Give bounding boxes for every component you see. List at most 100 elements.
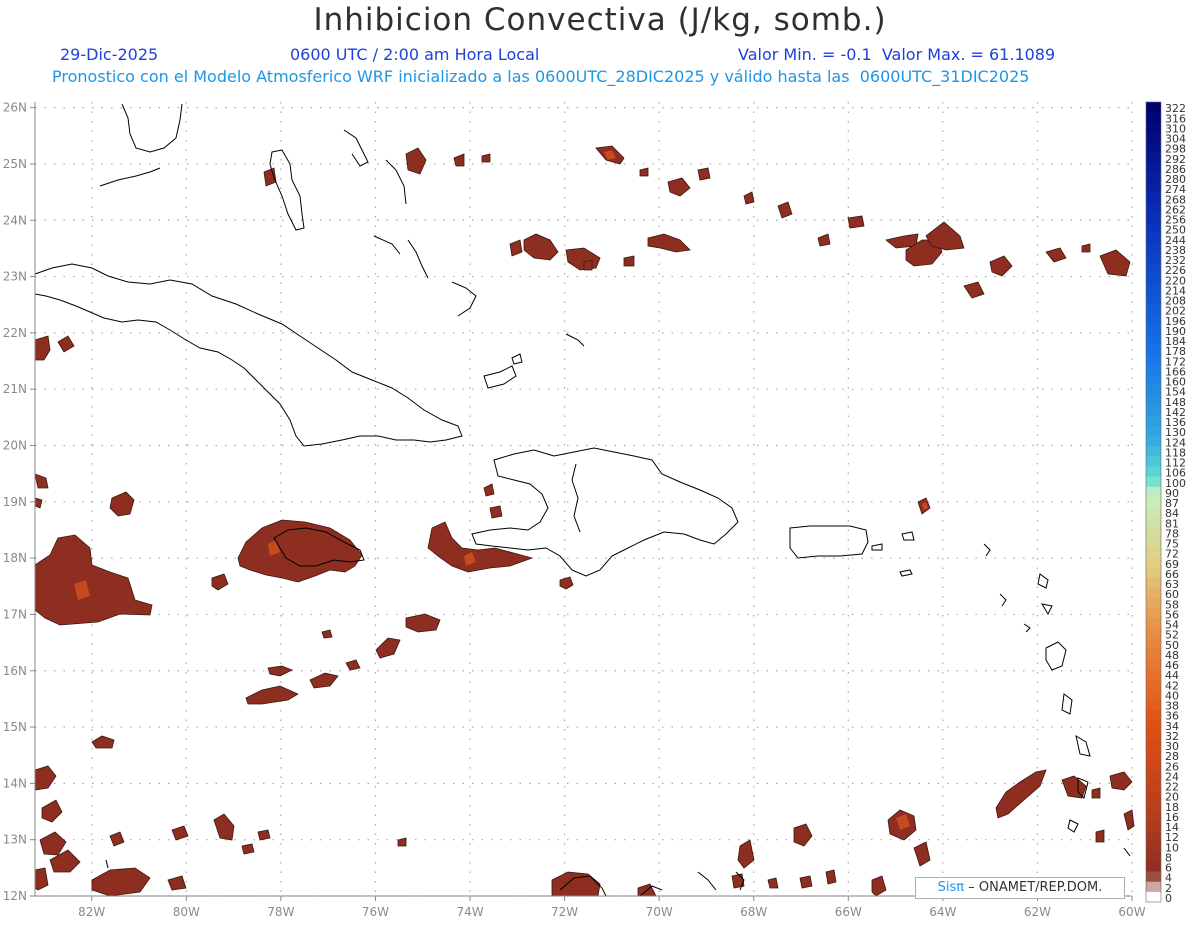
colorbar-swatch xyxy=(1146,810,1161,822)
colorbar-swatch xyxy=(1146,588,1161,599)
longitude-labels: 82W 80W 78W 76W 74W 72W 70W 68W 66W 64W 62W 60W xyxy=(78,896,1146,919)
colorbar-label: 87 xyxy=(1165,497,1179,510)
colorbar-label: 256 xyxy=(1165,214,1186,227)
lon-tick-label: 82W xyxy=(78,905,105,919)
colorbar-swatch xyxy=(1146,831,1161,842)
colorbar-swatch xyxy=(1146,223,1161,234)
colorbar-swatch xyxy=(1146,345,1161,356)
colorbar-swatch xyxy=(1146,436,1161,447)
colorbar-swatch xyxy=(1146,800,1161,812)
colorbar-swatch xyxy=(1146,375,1161,386)
colorbar-swatch xyxy=(1146,193,1161,204)
forecast-description: Pronostico con el Modelo Atmosferico WRF… xyxy=(52,67,1030,86)
colorbar-swatch xyxy=(1146,162,1161,174)
colorbar-label: 6 xyxy=(1165,862,1172,875)
colorbar-swatch xyxy=(1146,719,1161,731)
colorbar-label: 32 xyxy=(1165,730,1179,743)
lat-tick-label: 23N xyxy=(3,270,27,284)
colorbar-label: 75 xyxy=(1165,538,1179,551)
colorbar-label: 190 xyxy=(1165,325,1186,338)
colorbar-swatch xyxy=(1146,496,1161,508)
colorbar-swatch xyxy=(1146,142,1161,153)
colorbar-label: 28 xyxy=(1165,750,1179,763)
colorbar-label: 250 xyxy=(1165,224,1186,237)
colorbar-swatch xyxy=(1146,294,1161,305)
colorbar-label: 100 xyxy=(1165,477,1186,490)
colorbar-label: 52 xyxy=(1165,629,1179,642)
colorbar-label: 310 xyxy=(1165,122,1186,135)
colorbar-label: 8 xyxy=(1165,851,1172,864)
colorbar-swatch xyxy=(1146,446,1161,457)
colorbar-swatch xyxy=(1146,770,1161,781)
colorbar-swatch xyxy=(1146,689,1161,700)
lat-tick-label: 26N xyxy=(3,101,27,115)
colorbar-label: 118 xyxy=(1165,446,1186,459)
colorbar-label: 298 xyxy=(1165,143,1186,156)
colorbar-label: 154 xyxy=(1165,386,1186,399)
credit-text: – ONAMET/REP.DOM. xyxy=(968,880,1103,895)
colorbar-swatch xyxy=(1146,213,1161,224)
colorbar-swatch xyxy=(1146,567,1161,579)
graticule xyxy=(35,102,1133,897)
colorbar-label: 304 xyxy=(1165,133,1186,146)
colorbar-label: 238 xyxy=(1165,244,1186,257)
colorbar-label: 142 xyxy=(1165,406,1186,419)
map-frame xyxy=(34,102,1132,897)
colorbar-swatch xyxy=(1146,486,1161,498)
colorbar-label: 226 xyxy=(1165,264,1186,277)
lon-tick-label: 80W xyxy=(173,905,200,919)
colorbar-label: 262 xyxy=(1165,203,1186,216)
colorbar-swatch xyxy=(1146,152,1161,164)
lat-tick-label: 14N xyxy=(3,776,27,790)
colorbar-label: 81 xyxy=(1165,517,1179,530)
colorbar-swatch xyxy=(1146,760,1161,771)
colorbar-swatch xyxy=(1146,274,1161,285)
colorbar-label: 292 xyxy=(1165,153,1186,166)
colorbar-label: 42 xyxy=(1165,679,1179,692)
colorbar-label: 214 xyxy=(1165,284,1186,297)
colorbar-label: 124 xyxy=(1165,436,1186,449)
colorbar-swatch xyxy=(1146,658,1161,670)
colorbar-swatch xyxy=(1146,709,1161,721)
colorbar-label: 322 xyxy=(1165,102,1186,115)
colorbar-label: 172 xyxy=(1165,355,1186,368)
lat-tick-label: 17N xyxy=(3,607,27,621)
colorbar-label: 286 xyxy=(1165,163,1186,176)
colorbar-label: 208 xyxy=(1165,295,1186,308)
colorbar-label: 280 xyxy=(1165,173,1186,186)
colorbar-label: 2 xyxy=(1165,882,1172,895)
colorbar-label: 274 xyxy=(1165,183,1186,196)
colorbar-swatch xyxy=(1146,395,1161,407)
lat-tick-label: 16N xyxy=(3,664,27,678)
cin-shading xyxy=(34,145,1135,897)
colorbar-swatch xyxy=(1146,284,1161,295)
lon-tick-label: 66W xyxy=(835,905,862,919)
lat-tick-label: 15N xyxy=(3,720,27,734)
colorbar-label: 106 xyxy=(1165,467,1186,480)
colorbar-label: 58 xyxy=(1165,598,1179,611)
colorbar-swatch xyxy=(1146,415,1161,427)
lon-tick-label: 64W xyxy=(929,905,956,919)
colorbar-label: 10 xyxy=(1165,841,1179,854)
colorbar-swatch xyxy=(1146,527,1161,538)
colorbar-swatch xyxy=(1146,557,1161,569)
lon-tick-label: 70W xyxy=(646,905,673,919)
colorbar-label: 60 xyxy=(1165,588,1179,601)
colorbar-swatch xyxy=(1146,456,1161,467)
colorbar-label: 38 xyxy=(1165,700,1179,713)
lat-tick-label: 24N xyxy=(3,213,27,227)
colorbar-swatch xyxy=(1146,466,1161,477)
colorbar-swatch xyxy=(1146,517,1161,528)
colorbar-swatch xyxy=(1146,871,1161,883)
colorbar-label: 26 xyxy=(1165,760,1179,773)
colorbar-label: 268 xyxy=(1165,193,1186,206)
colorbar-swatch xyxy=(1146,304,1161,315)
colorbar-label: 136 xyxy=(1165,416,1186,429)
colorbar-swatch xyxy=(1146,233,1161,245)
colorbar-label: 316 xyxy=(1165,112,1186,125)
colorbar-swatch xyxy=(1146,365,1161,376)
colorbar-swatch xyxy=(1146,537,1161,548)
colorbar-swatch xyxy=(1146,881,1161,893)
lon-tick-label: 72W xyxy=(551,905,578,919)
colorbar-swatch xyxy=(1146,547,1161,558)
